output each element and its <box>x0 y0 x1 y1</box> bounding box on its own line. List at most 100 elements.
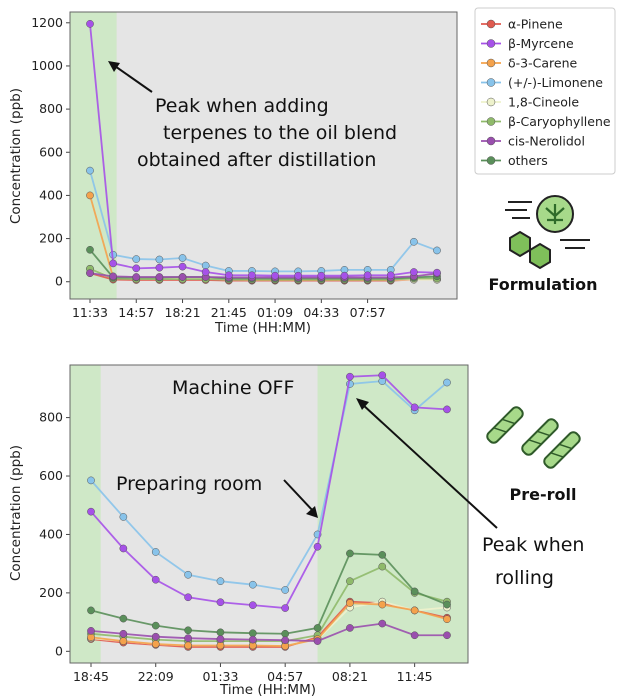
data-point <box>410 268 418 276</box>
data-point <box>109 259 117 268</box>
formulation-chart: 0 200 400 600 800 1000 1200 11:33 14:57 18:21 21:… <box>8 11 458 336</box>
data-point <box>346 577 354 586</box>
y-tick-label: 600 <box>39 468 63 483</box>
series-line <box>90 602 448 647</box>
legend-item: 1,8-Cineole <box>481 95 579 110</box>
annotation-preparing-room: Preparing room <box>116 473 262 495</box>
series-delta3-carene <box>87 599 451 650</box>
y-tick-label: 200 <box>39 585 63 600</box>
x-tick-labels: 11:33 14:57 18:21 21:45 01:09 04:33 07:57 <box>72 299 386 320</box>
y-tick-label: 0 <box>55 274 63 289</box>
data-point <box>109 272 117 281</box>
highlight-regions <box>70 365 468 663</box>
arrow-head <box>306 506 318 518</box>
series-nerolidol <box>87 619 451 645</box>
annotation-line-3: obtained after distillation <box>137 149 376 171</box>
data-point <box>313 542 322 551</box>
legend-frame <box>474 7 616 175</box>
x-tick-labels: 18:45 22:09 01:33 04:57 08:21 11:45 <box>73 663 433 684</box>
data-point <box>151 621 160 630</box>
data-point <box>216 598 225 607</box>
legend-swatch-marker <box>486 78 496 87</box>
data-point <box>87 476 95 485</box>
x-tick-label: 08:21 <box>332 669 368 684</box>
data-point <box>151 640 160 648</box>
legend-swatch-marker <box>486 156 496 165</box>
series-lines <box>86 20 441 285</box>
x-tick-label: 07:57 <box>350 305 386 320</box>
annotation-arrow-preparing <box>283 479 315 513</box>
data-point <box>378 551 387 559</box>
series-line <box>89 272 438 279</box>
data-point <box>281 629 290 638</box>
legend-swatch-marker <box>486 136 496 146</box>
data-point <box>132 255 141 263</box>
data-point <box>119 637 128 645</box>
legend-item: others <box>481 153 548 168</box>
data-point <box>119 513 128 521</box>
x-tick-label: 01:33 <box>202 669 238 684</box>
y-tick-label: 600 <box>39 144 63 159</box>
series-line <box>89 267 437 281</box>
plot-background <box>70 12 457 299</box>
legend-swatch-marker <box>486 39 496 48</box>
annotation-line-2: terpenes to the oil blend <box>163 122 397 144</box>
data-point <box>378 619 387 628</box>
plot-frame <box>69 364 469 664</box>
y-tick-label: 0 <box>55 643 63 658</box>
annotation-arrow-rolling <box>361 403 498 529</box>
y-axis-label: Concentration (ppb) <box>8 88 24 224</box>
data-point <box>386 271 395 280</box>
data-point <box>443 405 451 414</box>
data-point <box>184 641 192 650</box>
data-point <box>378 371 387 380</box>
y-tick-label: 800 <box>39 410 63 425</box>
data-point <box>281 586 290 594</box>
data-point <box>151 548 160 556</box>
data-point <box>184 570 192 579</box>
series-line <box>90 622 447 642</box>
legend-item: α-Pinene <box>481 17 563 32</box>
data-point <box>317 271 326 280</box>
series-limonene <box>86 166 441 276</box>
x-tick-label: 11:45 <box>397 669 433 684</box>
annotation-rolling: rolling <box>495 567 554 589</box>
legend-item: β-Myrcene <box>481 36 574 51</box>
annotation-machine-off: Machine OFF <box>172 377 294 399</box>
y-tick-labels: 0 200 400 600 800 <box>39 410 70 658</box>
y-tick-label: 800 <box>39 101 63 116</box>
y-tick-label: 200 <box>39 231 63 246</box>
series-line <box>89 23 438 277</box>
data-point <box>86 166 94 175</box>
data-point <box>224 271 233 280</box>
data-point <box>178 273 187 281</box>
x-tick-label: 11:33 <box>72 305 108 320</box>
data-point <box>248 271 256 280</box>
data-point <box>155 263 164 272</box>
x-tick-label: 01:09 <box>257 305 293 320</box>
series-line <box>90 600 448 648</box>
data-point <box>87 627 95 635</box>
y-tick-label: 400 <box>39 187 63 202</box>
data-point <box>410 606 419 615</box>
data-point <box>363 271 372 280</box>
data-point <box>346 372 354 381</box>
data-point <box>178 262 187 271</box>
data-point <box>216 635 225 643</box>
data-point <box>178 254 187 262</box>
highlight-region-0 <box>70 365 101 663</box>
legend-label: cis-Nerolidol <box>508 134 585 149</box>
data-point <box>443 600 451 609</box>
data-point <box>201 268 210 276</box>
cannabis-molecule-icon <box>505 195 590 270</box>
x-tick-label: 22:09 <box>138 669 174 684</box>
data-point <box>378 600 387 609</box>
data-point <box>184 626 192 635</box>
data-point <box>87 606 95 615</box>
data-point <box>313 637 322 645</box>
data-point <box>86 245 94 254</box>
pre-roll-label: Pre-roll <box>510 485 577 504</box>
data-point <box>443 615 451 624</box>
legend-swatch-marker <box>486 97 496 107</box>
